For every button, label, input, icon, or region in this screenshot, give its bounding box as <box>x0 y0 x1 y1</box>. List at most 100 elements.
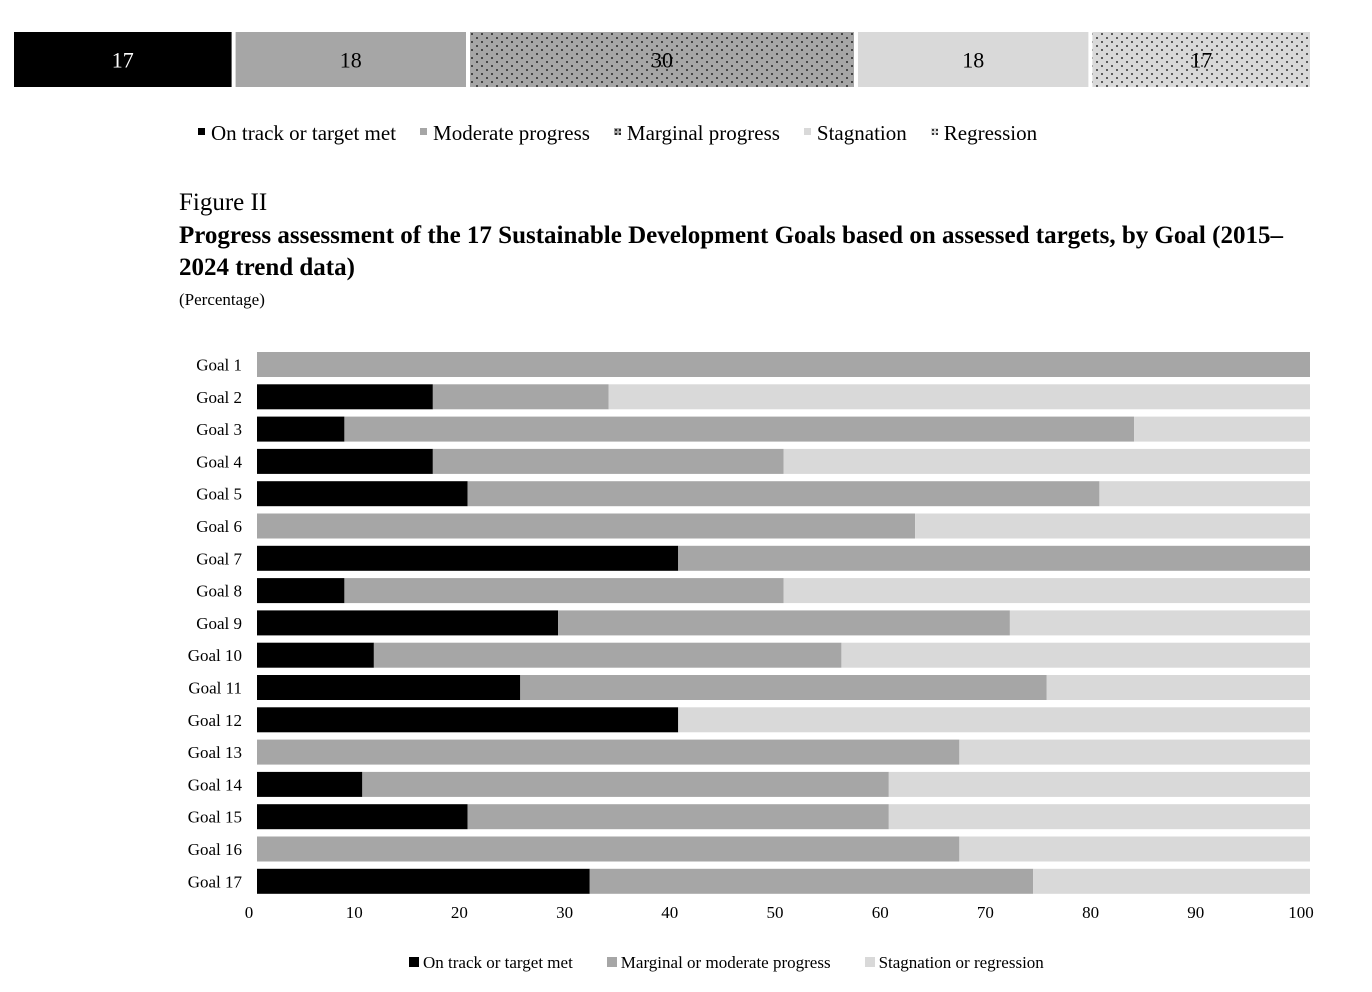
y-tick-label: Goal 6 <box>196 517 242 536</box>
legend-label: Stagnation <box>816 120 907 145</box>
bar-goal-11-on-track-or-target-met <box>257 675 521 700</box>
figure-title: Progress assessment of the 17 Sustainabl… <box>179 222 1283 281</box>
bar-goal-3-on-track-or-target-met <box>257 416 345 442</box>
bar-goal-9-stagnation-or-regression <box>1009 610 1310 636</box>
summary-segment-label: 18 <box>340 48 362 73</box>
summary-segment-label: 30 <box>651 48 673 73</box>
summary-legend-item: Moderate progress <box>420 121 590 146</box>
bar-goal-14-marginal-or-moderate-progress <box>362 771 889 797</box>
bar-goal-16-stagnation-or-regression <box>959 836 1310 862</box>
bar-goal-16-marginal-or-moderate-progress <box>257 836 960 862</box>
summary-segment-label: 18 <box>962 48 984 73</box>
y-tick-label: Goal 9 <box>196 614 242 633</box>
bar-goal-6-stagnation-or-regression <box>915 513 1310 539</box>
legend-swatch <box>606 957 617 968</box>
y-tick-label: Goal 13 <box>188 743 242 762</box>
bar-goal-11-stagnation-or-regression <box>1046 675 1310 700</box>
bar-goal-2-marginal-or-moderate-progress <box>432 384 609 410</box>
goal-progress-chart: Goal 1 Goal 2 Goal 3 Goal 4 Goal 5 Goal 6 Goal… <box>188 352 1314 922</box>
legend-swatch <box>864 957 875 968</box>
summary-segment-marginal-progress <box>470 32 854 87</box>
summary-legend-item: On track or target met <box>198 121 396 146</box>
y-tick-label: Goal 16 <box>188 840 242 859</box>
y-tick-label: Goal 15 <box>188 808 242 827</box>
legend-swatch <box>613 128 621 136</box>
x-tick-label: 90 <box>1187 903 1204 922</box>
summary-segment-regression <box>1092 32 1310 87</box>
bar-goal-12-on-track-or-target-met <box>257 707 679 733</box>
bar-goal-5-marginal-or-moderate-progress <box>467 481 1100 507</box>
bar-goal-14-stagnation-or-regression <box>888 771 1310 797</box>
y-tick-label: Goal 8 <box>196 582 242 601</box>
x-tick-label: 60 <box>872 903 889 922</box>
bar-goal-13-marginal-or-moderate-progress <box>257 739 960 765</box>
bar-goal-8-marginal-or-moderate-progress <box>344 578 784 604</box>
goal-chart-legend: On track or target met Marginal or modera… <box>409 952 1078 973</box>
bar-goal-10-stagnation-or-regression <box>841 642 1310 668</box>
legend-label: On track or target met <box>211 120 397 145</box>
y-tick-label: Goal 1 <box>196 356 242 375</box>
x-tick-label: 70 <box>977 903 994 922</box>
legend-swatch <box>420 128 428 136</box>
bar-goal-14-on-track-or-target-met <box>257 771 363 797</box>
legend-swatch <box>930 128 938 136</box>
y-tick-label: Goal 3 <box>196 420 242 439</box>
summary-legend-item: Regression <box>930 120 1038 146</box>
bar-goal-15-marginal-or-moderate-progress <box>467 804 889 830</box>
legend-label: Marginal progress <box>626 120 780 145</box>
y-tick-label: Goal 2 <box>196 388 242 407</box>
bar-goal-15-on-track-or-target-met <box>257 804 468 830</box>
bar-goal-9-on-track-or-target-met <box>257 610 559 636</box>
summary-legend-item: Stagnation <box>803 120 907 146</box>
bar-goal-2-on-track-or-target-met <box>257 384 433 410</box>
figure-heading: Figure II Progress assessment of the 17 … <box>179 188 1299 311</box>
y-tick-label: Goal 4 <box>196 452 242 471</box>
bar-goal-4-marginal-or-moderate-progress <box>432 448 784 474</box>
figure-unit: (Percentage) <box>179 290 265 309</box>
x-tick-label: 80 <box>1082 903 1099 922</box>
bar-goal-1-marginal-or-moderate-progress <box>257 352 1310 377</box>
bar-goal-3-stagnation-or-regression <box>1134 416 1310 442</box>
legend-swatch <box>198 128 205 136</box>
bar-goal-8-stagnation-or-regression <box>783 578 1310 604</box>
figure-label: Figure II <box>179 189 268 216</box>
legend-swatch <box>803 128 811 136</box>
bar-goal-17-marginal-or-moderate-progress <box>589 868 1034 894</box>
bar-goal-3-marginal-or-moderate-progress <box>344 416 1135 442</box>
bar-goal-12-stagnation-or-regression <box>678 707 1310 733</box>
legend-label: On track or target met <box>423 953 573 973</box>
bar-goal-10-marginal-or-moderate-progress <box>373 642 842 668</box>
bar-goal-11-marginal-or-moderate-progress <box>520 675 1047 700</box>
bar-goal-4-on-track-or-target-met <box>257 448 433 474</box>
x-tick-label: 50 <box>767 903 784 922</box>
bar-goal-9-marginal-or-moderate-progress <box>558 610 1010 636</box>
bar-goal-5-stagnation-or-regression <box>1099 481 1310 507</box>
summary-segment-on-track-or-target-met <box>14 32 232 87</box>
bar-goal-2-stagnation-or-regression <box>608 384 1310 410</box>
y-tick-label: Goal 17 <box>188 872 243 891</box>
summary-segment-moderate-progress <box>235 32 466 87</box>
bar-goal-13-stagnation-or-regression <box>959 739 1310 765</box>
bar-goal-7-on-track-or-target-met <box>257 545 679 571</box>
y-tick-label: Goal 12 <box>188 711 242 730</box>
goal-legend-item: On track or target met <box>409 953 573 973</box>
x-tick-label: 10 <box>346 903 363 922</box>
y-tick-label: Goal 11 <box>188 679 242 698</box>
y-tick-label: Goal 10 <box>188 646 242 665</box>
y-tick-label: Goal 14 <box>188 775 243 794</box>
bar-goal-10-on-track-or-target-met <box>257 642 374 668</box>
legend-label: Moderate progress <box>433 120 590 145</box>
bar-goal-17-stagnation-or-regression <box>1033 868 1310 894</box>
x-tick-label: 30 <box>556 903 573 922</box>
summary-legend: On track or target met Moderate progress M… <box>198 119 1061 146</box>
goal-legend-item: Marginal or moderate progress <box>606 953 831 973</box>
bar-goal-5-on-track-or-target-met <box>257 481 468 507</box>
legend-label: Regression <box>943 120 1038 145</box>
goal-legend-item: Stagnation or regression <box>864 953 1044 973</box>
legend-swatch <box>409 957 419 968</box>
summary-progress-bar: 17 18 30 18 17 <box>14 32 1310 87</box>
summary-segment-label: 17 <box>1190 48 1212 73</box>
y-tick-label: Goal 5 <box>196 485 242 504</box>
legend-label: Stagnation or regression <box>878 953 1044 973</box>
bar-goal-15-stagnation-or-regression <box>888 804 1310 830</box>
